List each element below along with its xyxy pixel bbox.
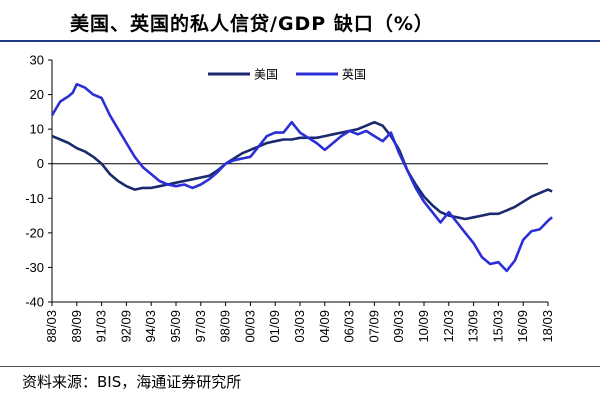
x-tick-label: 15/03 [490, 310, 505, 343]
x-tick-label: 09/03 [391, 310, 406, 343]
x-tick-label: 01/09 [267, 310, 282, 343]
x-tick-label: 91/03 [94, 310, 109, 343]
title-divider [0, 40, 600, 42]
y-axis: 30 20 10 0 -10 -20 -30 -40 [25, 53, 53, 310]
source-note: 资料来源：BIS，海通证券研究所 [22, 373, 242, 391]
x-tick-label: 07/09 [366, 310, 381, 343]
line-chart: 30 20 10 0 -10 -20 -30 -40 88/03 89/09 91/03 92/09… [25, 53, 555, 343]
x-tick-label: 98/09 [218, 310, 233, 343]
y-tick-label: 30 [30, 53, 44, 68]
x-tick-label: 88/03 [44, 310, 59, 343]
x-tick-label: 92/09 [118, 310, 133, 343]
legend-label: 英国 [342, 68, 366, 82]
chart-title: 美国、英国的私人信贷/GDP 缺口（%） [70, 13, 434, 35]
x-axis: 88/03 89/09 91/03 92/09 94/03 95/09 97/03 98/09… [44, 301, 555, 343]
x-tick-label: 04/09 [317, 310, 332, 343]
y-tick-label: -10 [25, 191, 44, 206]
x-tick-label: 18/03 [540, 310, 555, 343]
x-tick-label: 06/03 [342, 310, 357, 343]
y-tick-label: -20 [25, 225, 44, 240]
x-tick-label: 00/03 [242, 310, 257, 343]
y-tick-label: -40 [25, 295, 44, 310]
x-tick-label: 12/03 [441, 310, 456, 343]
x-tick-label: 94/03 [143, 310, 158, 343]
x-tick-label: 03/03 [292, 310, 307, 343]
legend-label: 美国 [254, 68, 278, 82]
x-tick-label: 89/09 [69, 310, 84, 343]
y-tick-label: 10 [30, 122, 44, 137]
legend: 美国 英国 [208, 68, 366, 82]
y-tick-label: 0 [37, 156, 44, 171]
x-tick-label: 95/09 [168, 310, 183, 343]
series-group [50, 82, 553, 273]
series-line-uk [50, 82, 553, 273]
series-line-us [51, 120, 553, 221]
y-tick-label: -30 [25, 260, 44, 275]
x-tick-label: 16/09 [515, 310, 530, 343]
x-tick-label: 97/03 [193, 310, 208, 343]
y-tick-label: 20 [30, 87, 44, 102]
x-tick-label: 13/09 [466, 310, 481, 343]
x-tick-label: 10/09 [416, 310, 431, 343]
footer-divider [0, 366, 600, 367]
